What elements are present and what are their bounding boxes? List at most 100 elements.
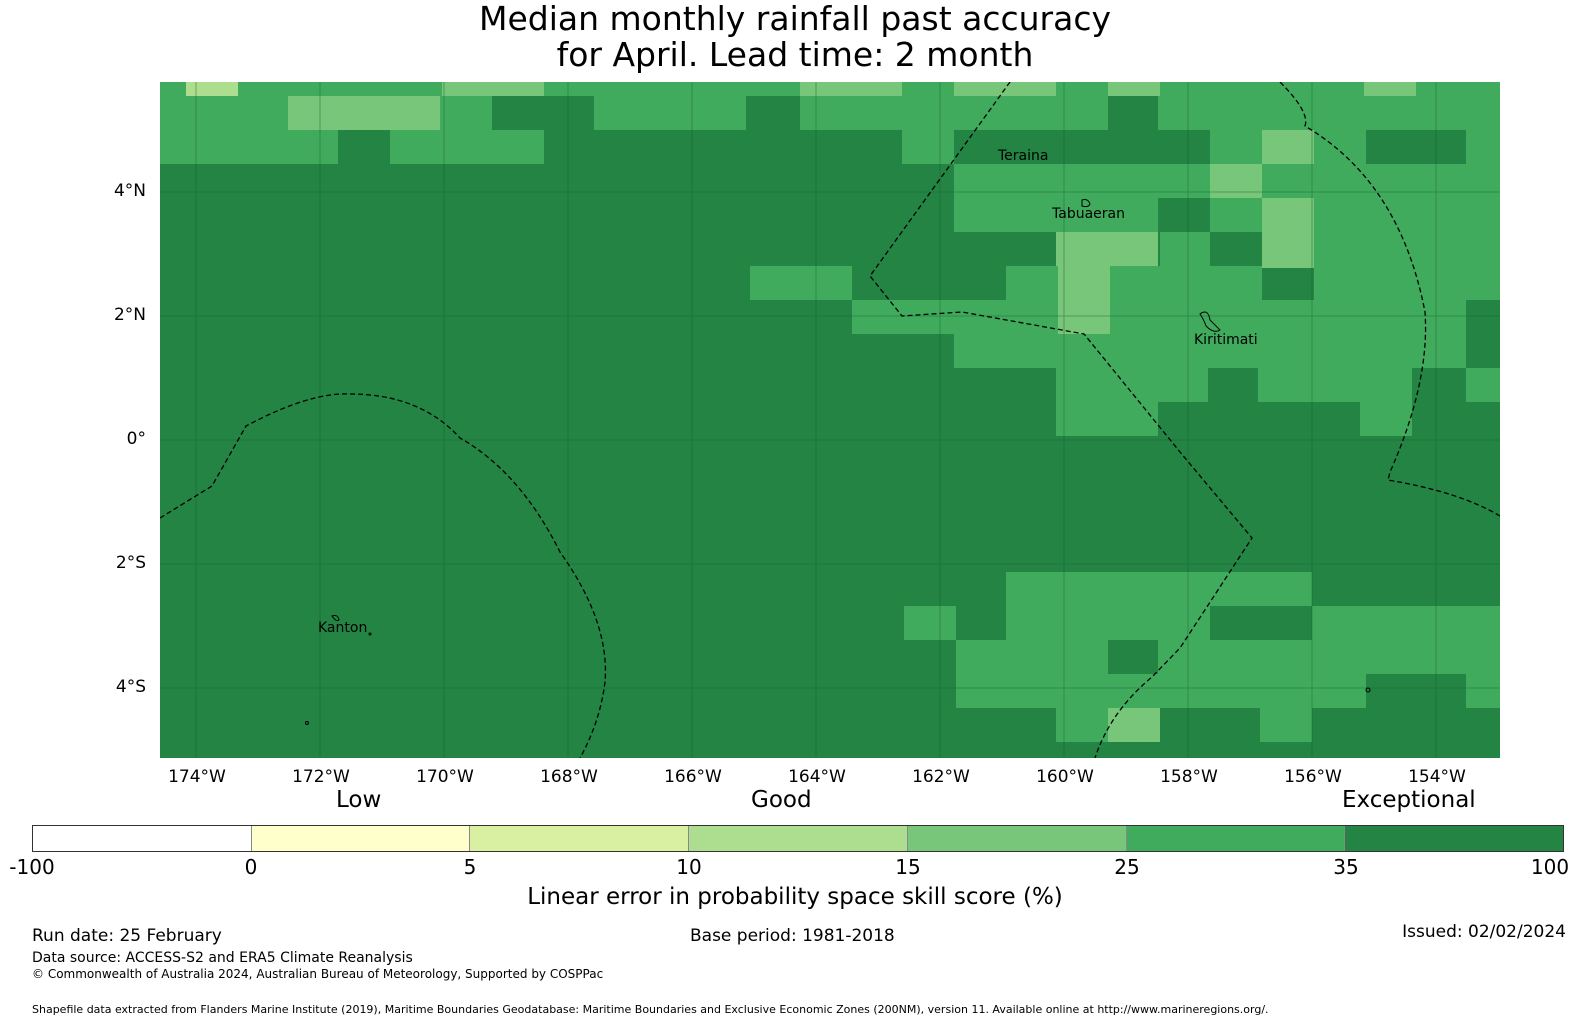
eez-boundaries <box>160 82 1500 758</box>
skill-cell <box>956 674 1366 708</box>
skill-cell <box>186 82 238 96</box>
skill-cell <box>800 96 902 130</box>
skill-cell <box>1414 96 1500 130</box>
skill-cell <box>1210 96 1312 130</box>
skill-cell <box>750 266 852 300</box>
lon-label-164w: 164°W <box>788 767 846 787</box>
skill-cell <box>1364 82 1416 96</box>
data-source: Data source: ACCESS-S2 and ERA5 Climate … <box>32 950 413 966</box>
colorbar-tick: -100 <box>9 855 55 879</box>
skill-cell <box>1210 164 1262 198</box>
lon-label-162w: 162°W <box>912 767 970 787</box>
skill-cell <box>1158 96 1210 130</box>
skill-cell <box>1262 164 1500 198</box>
place-label-teraina: Teraina <box>997 148 1048 164</box>
island-outlines <box>305 199 1371 725</box>
skill-cell <box>1360 402 1412 436</box>
place-label-kanton: Kanton <box>318 620 367 636</box>
map-title-line1: Median monthly rainfall past accuracy <box>478 0 1112 38</box>
skill-cell <box>1466 674 1500 708</box>
skill-cell <box>902 130 954 164</box>
colorbar-segment <box>1345 826 1564 851</box>
lat-label-0: 0° <box>126 429 146 449</box>
skill-cell <box>1314 130 1366 164</box>
eez-circle-kiritimati <box>1279 82 1500 517</box>
small-island-b <box>305 721 309 725</box>
skill-cell <box>956 640 1108 674</box>
lat-label-2s: 2°S <box>115 553 146 573</box>
skill-cell <box>904 606 956 640</box>
eez-circle-kanton <box>160 393 607 758</box>
lon-label-172w: 172°W <box>292 767 350 787</box>
colorbar-segment <box>470 826 690 851</box>
skill-cell <box>1006 266 1058 300</box>
skill-cell <box>1110 266 1262 300</box>
skill-cell <box>288 96 440 130</box>
skill-cell <box>1110 300 1466 334</box>
lon-label-158w: 158°W <box>1160 767 1218 787</box>
skill-cell <box>954 164 1210 198</box>
colorbar-segment <box>251 826 471 851</box>
lon-label-170w: 170°W <box>416 767 474 787</box>
skill-cell <box>1056 334 1466 368</box>
skill-cell <box>852 300 1058 334</box>
colorbar-tick: 5 <box>463 855 477 879</box>
skill-cell <box>902 82 954 96</box>
lon-label-166w: 166°W <box>664 767 722 787</box>
skill-cell <box>1258 368 1412 402</box>
skill-cell <box>1056 232 1158 266</box>
skill-map: Teraina Tabuaeran Kiritimati Kanton <box>160 82 1500 758</box>
category-low: Low <box>336 787 382 813</box>
map-title-line2: for April. Lead time: 2 month <box>556 35 1034 74</box>
skill-cell <box>1056 96 1108 130</box>
colorbar-segment <box>33 826 252 851</box>
colorbar-tick: 0 <box>244 855 258 879</box>
lon-label-160w: 160°W <box>1036 767 1094 787</box>
kiritimati-island <box>1199 311 1221 332</box>
skill-cell <box>954 198 1056 232</box>
skill-cell <box>544 82 800 96</box>
kanton-island <box>331 615 340 621</box>
skill-cell <box>800 82 902 96</box>
colorbar-segment <box>907 826 1127 851</box>
base-period: Base period: 1981-2018 <box>690 926 895 946</box>
colorbar-segment <box>689 826 908 851</box>
skill-cell <box>1314 232 1500 266</box>
lat-label-4s: 4°S <box>115 677 146 697</box>
small-island-a <box>368 632 372 636</box>
place-label-kiritimati: Kiritimati <box>1194 332 1258 348</box>
lon-label-168w: 168°W <box>540 767 598 787</box>
skill-cell <box>594 96 746 130</box>
skill-cell <box>1006 572 1312 606</box>
issued-date: Issued: 02/02/2024 <box>1402 922 1566 942</box>
skill-cell <box>1058 266 1110 334</box>
eez-line-line-islands <box>869 82 1253 758</box>
skill-cell <box>1158 640 1500 674</box>
skill-cell <box>1108 82 1160 96</box>
lat-label-4n: 4°N <box>113 181 146 201</box>
skill-cell <box>1466 130 1500 164</box>
lon-label-154w: 154°W <box>1408 767 1466 787</box>
colorbar-tick: 100 <box>1530 855 1570 879</box>
skill-cell <box>1416 82 1500 96</box>
skill-cell <box>1262 130 1314 164</box>
colorbar <box>32 825 1564 852</box>
category-exceptional: Exceptional <box>1342 787 1476 813</box>
skill-cell <box>1160 232 1210 266</box>
tabuaeran-island <box>1081 199 1091 208</box>
skill-cell <box>1006 606 1210 640</box>
skill-cell <box>1314 266 1500 300</box>
skill-cell <box>160 96 288 130</box>
skill-cell <box>160 82 186 96</box>
skill-cell <box>1262 82 1364 96</box>
skill-cell <box>1108 708 1160 742</box>
colorbar-tick: 35 <box>1333 855 1359 879</box>
skill-cell <box>238 82 442 96</box>
copyright: © Commonwealth of Australia 2024, Austra… <box>32 967 604 981</box>
skill-cell <box>1056 82 1108 96</box>
skill-cell <box>1210 130 1262 164</box>
colorbar-label: Linear error in probability space skill … <box>527 884 1063 910</box>
colorbar-tick: 25 <box>1114 855 1140 879</box>
skill-cell <box>1260 708 1312 742</box>
skill-cell <box>1160 82 1262 96</box>
